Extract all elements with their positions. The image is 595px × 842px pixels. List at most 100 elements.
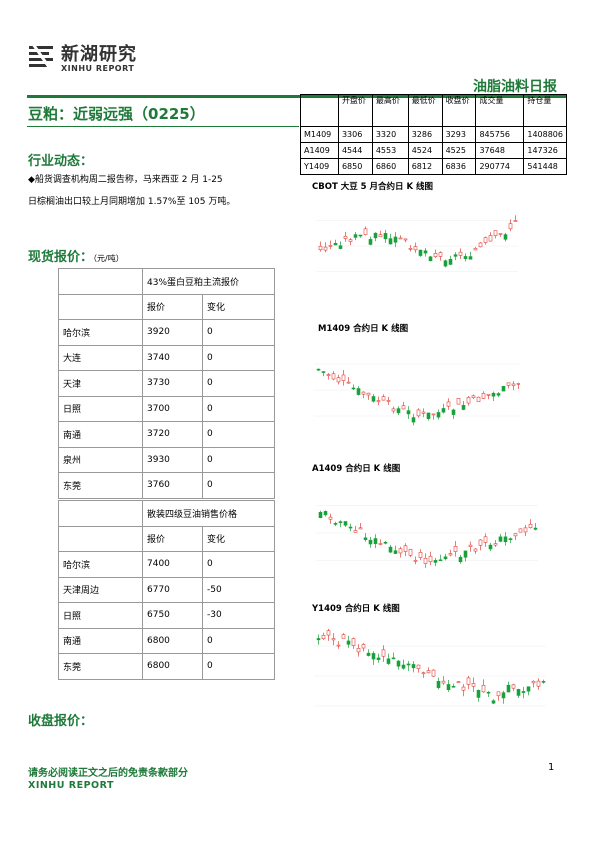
spot-table-title: 散装四级豆油销售价格 [142,500,275,527]
candle-body [508,538,513,540]
candle-body [541,681,546,683]
candle-body [508,223,513,230]
candle-body [526,686,531,692]
candle-body [333,523,338,525]
candle-body [436,412,441,418]
candle-body [523,527,528,533]
contract-cell: M1409 [300,126,339,143]
candle-body [528,524,533,528]
candle-body [353,234,358,238]
page-number: 1 [548,762,555,773]
table-row: A1409 4544 4553 4524 4525 37648 147326 [300,142,567,159]
table-row: 日照 6750 -30 [58,602,275,629]
candle-body [361,391,366,395]
quote-header-cell: 成交量 [475,94,525,127]
quote-header-cell: 开盘价 [337,94,373,127]
contract-cell: A1409 [300,142,339,159]
table-row: 哈尔滨 3920 0 [58,319,275,346]
candle-body [533,527,538,530]
candle-body [318,512,323,518]
city-cell: 大连 [58,344,143,371]
candle-body [428,256,433,262]
section-spot-heading: 现货报价：（元/吨） [28,246,124,265]
candle-body [443,260,448,267]
candle-body [381,649,386,657]
candle-body [433,253,438,257]
price-cell: 6800 [142,627,203,654]
table-row: 泉州 3930 0 [58,446,275,473]
candle-body [321,371,326,373]
candle-body [456,398,461,405]
candle-body [463,550,468,558]
empty-cell [58,293,143,320]
candle-body [431,669,436,677]
candle-body [478,242,483,248]
volume-cell: 845756 [475,126,525,143]
candle-body [516,689,521,696]
table-row: Y1409 6850 6860 6812 6836 290774 541448 [300,158,567,175]
candle-body [496,691,501,697]
candle-body [383,233,388,240]
quote-header-cell: 最高价 [371,94,409,127]
candle-body [338,521,343,524]
candle-body [491,700,496,704]
table-row: 大连 3740 0 [58,344,275,371]
candle-body [356,648,361,653]
candle-body [406,663,411,666]
candle-body [513,533,518,537]
logo-mark-icon [29,43,53,71]
price-cell: 6800 [142,653,203,680]
candle-body [518,528,523,533]
candle-body [461,405,466,410]
close-cell: 6836 [441,158,477,175]
oi-cell: 1408806 [523,126,567,143]
candle-body [403,238,408,241]
logo: 新湖研究 XINHU REPORT [27,40,157,80]
contract-cell: Y1409 [300,158,339,175]
chart-title-m: M1409 合约日 K 线图 [318,324,409,334]
report-type: 油脂油料日报 [473,79,557,95]
price-cell: 3930 [142,446,203,473]
chart-cbot [316,195,518,297]
candle-body [436,680,441,688]
candle-body [393,236,398,243]
table-row: 南通 3720 0 [58,421,275,448]
table-row: M1409 3306 3320 3286 3293 845756 1408806 [300,126,567,143]
candle-body [448,258,453,265]
city-cell: 哈尔滨 [58,551,143,578]
candle-body [446,684,451,691]
candle-body [471,395,476,398]
change-cell: 0 [202,319,275,346]
candle-body [373,232,378,239]
candle-body [503,234,508,240]
candle-body [331,373,336,380]
quote-table: 开盘价 最高价 最低价 收盘价 成交量 持仓量 M1409 3306 3320 … [300,94,567,175]
spot-heading: 现货报价： [28,250,94,265]
oi-cell: 147326 [523,142,567,159]
city-cell: 南通 [58,421,143,448]
chart-m1409 [314,338,521,442]
candle-body [473,248,478,251]
candle-body [398,548,403,554]
table-row: 东莞 3760 0 [58,472,275,499]
candle-body [513,220,518,222]
high-cell: 4553 [371,142,409,159]
candle-body [373,538,378,544]
candle-body [421,672,426,675]
candle-body [521,691,526,693]
change-cell: -30 [202,602,275,629]
candle-body [438,559,443,562]
candle-body [371,653,376,660]
high-cell: 6860 [371,158,409,175]
candle-body [376,657,381,660]
candle-body [536,680,541,687]
candle-body [341,374,346,381]
volume-cell: 37648 [475,142,525,159]
candle-body [378,234,383,238]
candle-body [403,545,408,552]
candle-body [421,411,426,414]
candle-body [396,660,401,667]
candle-body [456,681,461,683]
candle-body [388,238,393,245]
candle-body [401,664,406,669]
